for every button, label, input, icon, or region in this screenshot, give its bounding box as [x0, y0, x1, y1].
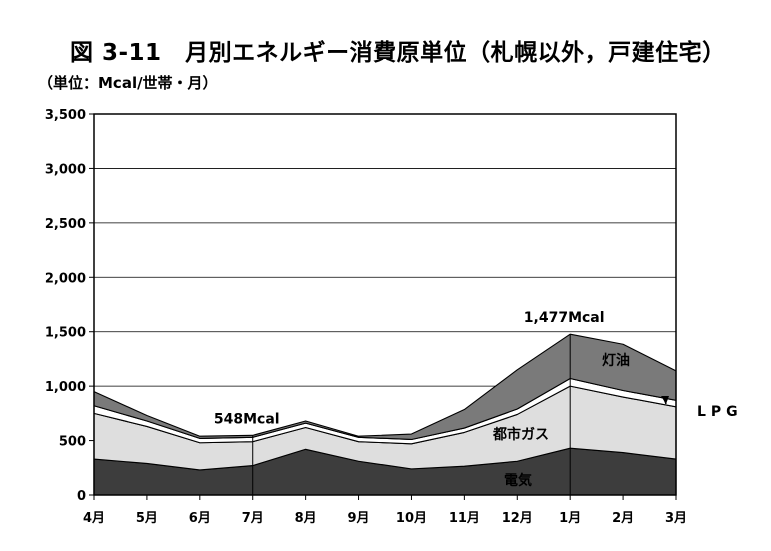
- series-label-city-gas: 都市ガス: [492, 426, 549, 443]
- series-label-lpg: LPG: [697, 404, 743, 420]
- y-tick-label: 2,500: [45, 217, 86, 232]
- y-axis-ticks: 0 500 1,000 1,500 2,000 2,500 3,000 3,500: [45, 108, 94, 504]
- value-annotation: 548Mcal: [214, 411, 280, 427]
- x-tick-label: 1月: [559, 511, 581, 526]
- series-label-electricity: 電気: [504, 472, 532, 489]
- y-tick-label: 3,500: [45, 108, 86, 123]
- value-annotation: 1,477Mcal: [524, 310, 605, 326]
- y-tick-label: 3,000: [45, 162, 86, 177]
- y-tick-label: 1,500: [45, 326, 86, 341]
- series-labels: 灯油 LPG 都市ガス 電気: [492, 352, 743, 489]
- y-tick-label: 500: [59, 435, 86, 450]
- x-tick-label: 7月: [242, 511, 264, 526]
- x-tick-label: 4月: [83, 511, 105, 526]
- x-tick-label: 3月: [665, 511, 687, 526]
- value-annotations: 548Mcal 1,477Mcal: [214, 310, 605, 427]
- x-axis-ticks: 4月 5月 6月 7月 8月 9月 10月 11月 12月 1月 2月 3月: [83, 495, 687, 526]
- plot-frame: [93, 113, 677, 496]
- x-tick-label: 11月: [449, 511, 480, 526]
- peak-markers: [252, 334, 571, 495]
- x-tick-label: 12月: [502, 511, 533, 526]
- x-tick-label: 10月: [396, 511, 427, 526]
- x-tick-label: 8月: [295, 511, 317, 526]
- lpg-pointer-arrowhead: [661, 396, 669, 404]
- y-tick-label: 1,000: [45, 380, 86, 395]
- x-tick-label: 5月: [136, 511, 158, 526]
- area-series: [93, 333, 677, 496]
- x-tick-label: 9月: [348, 511, 370, 526]
- x-tick-label: 2月: [612, 511, 634, 526]
- chart-title: 図 3-11 月別エネルギー消費原単位（札幌以外，戸建住宅）: [70, 40, 726, 66]
- y-tick-label: 2,000: [45, 271, 86, 286]
- y-tick-label: 0: [77, 489, 86, 504]
- x-tick-label: 6月: [189, 511, 211, 526]
- unit-label: （単位：Mcal/世帯・月）: [38, 74, 218, 92]
- series-label-kerosene: 灯油: [602, 352, 630, 369]
